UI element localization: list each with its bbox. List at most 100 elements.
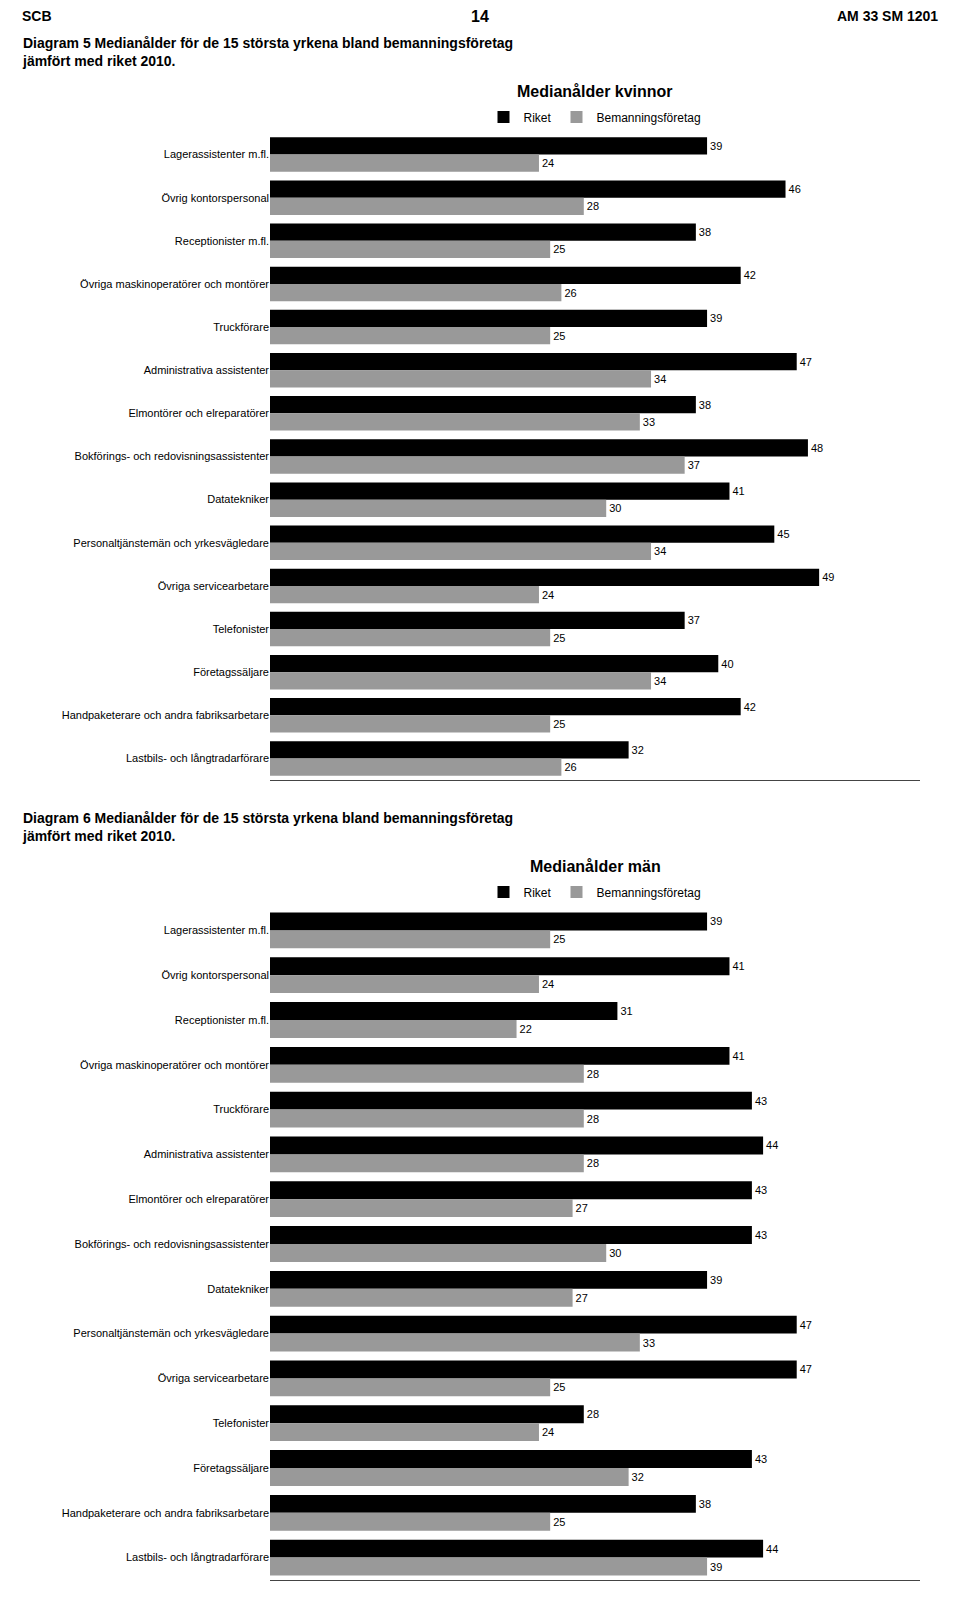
svg-text:Receptionister m.fl.: Receptionister m.fl. [175,1014,269,1026]
svg-text:41: 41 [732,960,744,972]
svg-text:37: 37 [688,614,700,626]
svg-text:14: 14 [471,8,489,25]
svg-text:Administrativa assistenter: Administrativa assistenter [144,364,270,376]
svg-text:37: 37 [688,459,700,471]
svg-text:38: 38 [699,1498,711,1510]
svg-text:Övrig kontorspersonal: Övrig kontorspersonal [161,969,269,981]
svg-text:28: 28 [587,1408,599,1420]
svg-text:SCB: SCB [22,8,52,24]
svg-text:44: 44 [766,1543,778,1555]
svg-text:Medianålder kvinnor: Medianålder kvinnor [517,83,673,100]
svg-text:Lagerassistenter m.fl.: Lagerassistenter m.fl. [164,148,269,160]
svg-text:Administrativa assistenter: Administrativa assistenter [144,1148,270,1160]
svg-text:34: 34 [654,373,666,385]
svg-text:Truckförare: Truckförare [213,1103,269,1115]
svg-text:Bemanningsföretag: Bemanningsföretag [597,886,701,900]
svg-text:31: 31 [620,1005,632,1017]
svg-text:26: 26 [564,761,576,773]
svg-text:25: 25 [553,330,565,342]
svg-text:46: 46 [789,183,801,195]
svg-text:30: 30 [609,502,621,514]
svg-text:Truckförare: Truckförare [213,321,269,333]
svg-text:Personaltjänstemän och yrkesvä: Personaltjänstemän och yrkesvägledare [73,1327,269,1339]
svg-text:32: 32 [632,744,644,756]
svg-text:42: 42 [744,701,756,713]
svg-text:39: 39 [710,1274,722,1286]
svg-text:Elmontörer och elreparatörer: Elmontörer och elreparatörer [128,407,269,419]
svg-text:Företagssäljare: Företagssäljare [193,666,269,678]
svg-text:28: 28 [587,1113,599,1125]
svg-text:28: 28 [587,200,599,212]
svg-text:42: 42 [744,269,756,281]
svg-text:32: 32 [632,1471,644,1483]
svg-text:Riket: Riket [524,111,552,125]
svg-text:Handpaketerare och andra fabri: Handpaketerare och andra fabriksarbetare [62,709,269,721]
svg-text:24: 24 [542,589,554,601]
svg-text:47: 47 [800,1363,812,1375]
svg-text:Telefonister: Telefonister [213,623,270,635]
svg-text:Lastbils- och långtradarförare: Lastbils- och långtradarförare [126,752,269,764]
svg-text:Bokförings- och redovisningsas: Bokförings- och redovisningsassistenter [75,450,270,462]
svg-text:28: 28 [587,1068,599,1080]
svg-text:41: 41 [732,485,744,497]
svg-text:33: 33 [643,1337,655,1349]
svg-text:24: 24 [542,1426,554,1438]
svg-text:43: 43 [755,1453,767,1465]
svg-text:27: 27 [576,1202,588,1214]
svg-text:38: 38 [699,226,711,238]
svg-text:Diagram 5 Medianålder för de 1: Diagram 5 Medianålder för de 15 största … [22,35,513,69]
svg-text:33: 33 [643,416,655,428]
svg-text:Övrig kontorspersonal: Övrig kontorspersonal [161,192,269,204]
svg-text:25: 25 [553,243,565,255]
svg-text:25: 25 [553,1381,565,1393]
svg-text:27: 27 [576,1292,588,1304]
svg-text:30: 30 [609,1247,621,1259]
svg-text:47: 47 [800,356,812,368]
svg-text:25: 25 [553,1516,565,1528]
svg-text:39: 39 [710,312,722,324]
svg-text:Övriga maskinoperatörer och mo: Övriga maskinoperatörer och montörer [80,278,269,290]
svg-text:43: 43 [755,1095,767,1107]
svg-text:43: 43 [755,1184,767,1196]
svg-text:Övriga maskinoperatörer och mo: Övriga maskinoperatörer och montörer [80,1059,269,1071]
svg-text:47: 47 [800,1319,812,1331]
svg-text:Diagram 6 Medianålder för de 1: Diagram 6 Medianålder för de 15 största … [22,810,513,844]
svg-text:Bemanningsföretag: Bemanningsföretag [597,111,701,125]
svg-text:22: 22 [520,1023,532,1035]
svg-text:24: 24 [542,157,554,169]
svg-text:Lagerassistenter m.fl.: Lagerassistenter m.fl. [164,924,269,936]
svg-text:48: 48 [811,442,823,454]
svg-text:43: 43 [755,1229,767,1241]
svg-text:39: 39 [710,140,722,152]
svg-text:38: 38 [699,399,711,411]
svg-text:Datatekniker: Datatekniker [207,493,269,505]
svg-text:45: 45 [777,528,789,540]
svg-text:25: 25 [553,718,565,730]
svg-text:34: 34 [654,675,666,687]
svg-text:39: 39 [710,1561,722,1573]
svg-text:AM 33 SM 1201: AM 33 SM 1201 [837,8,938,24]
svg-text:49: 49 [822,571,834,583]
svg-text:Övriga servicearbetare: Övriga servicearbetare [158,580,269,592]
svg-text:41: 41 [732,1050,744,1062]
svg-text:Bokförings- och redovisningsas: Bokförings- och redovisningsassistenter [75,1238,270,1250]
svg-text:Elmontörer och elreparatörer: Elmontörer och elreparatörer [128,1193,269,1205]
svg-text:24: 24 [542,978,554,990]
svg-text:28: 28 [587,1157,599,1169]
svg-text:25: 25 [553,933,565,945]
svg-text:Övriga servicearbetare: Övriga servicearbetare [158,1372,269,1384]
svg-text:26: 26 [564,287,576,299]
svg-text:Lastbils- och långtradarförare: Lastbils- och långtradarförare [126,1551,269,1563]
svg-text:Riket: Riket [524,886,552,900]
svg-text:34: 34 [654,545,666,557]
svg-text:Receptionister m.fl.: Receptionister m.fl. [175,235,269,247]
svg-text:39: 39 [710,915,722,927]
svg-text:Datatekniker: Datatekniker [207,1283,269,1295]
svg-text:Företagssäljare: Företagssäljare [193,1462,269,1474]
svg-text:25: 25 [553,632,565,644]
svg-text:Personaltjänstemän och yrkesvä: Personaltjänstemän och yrkesvägledare [73,537,269,549]
svg-text:Handpaketerare och andra fabri: Handpaketerare och andra fabriksarbetare [62,1507,269,1519]
svg-text:Medianålder män: Medianålder män [530,858,661,875]
svg-text:Telefonister: Telefonister [213,1417,270,1429]
svg-text:44: 44 [766,1139,778,1151]
